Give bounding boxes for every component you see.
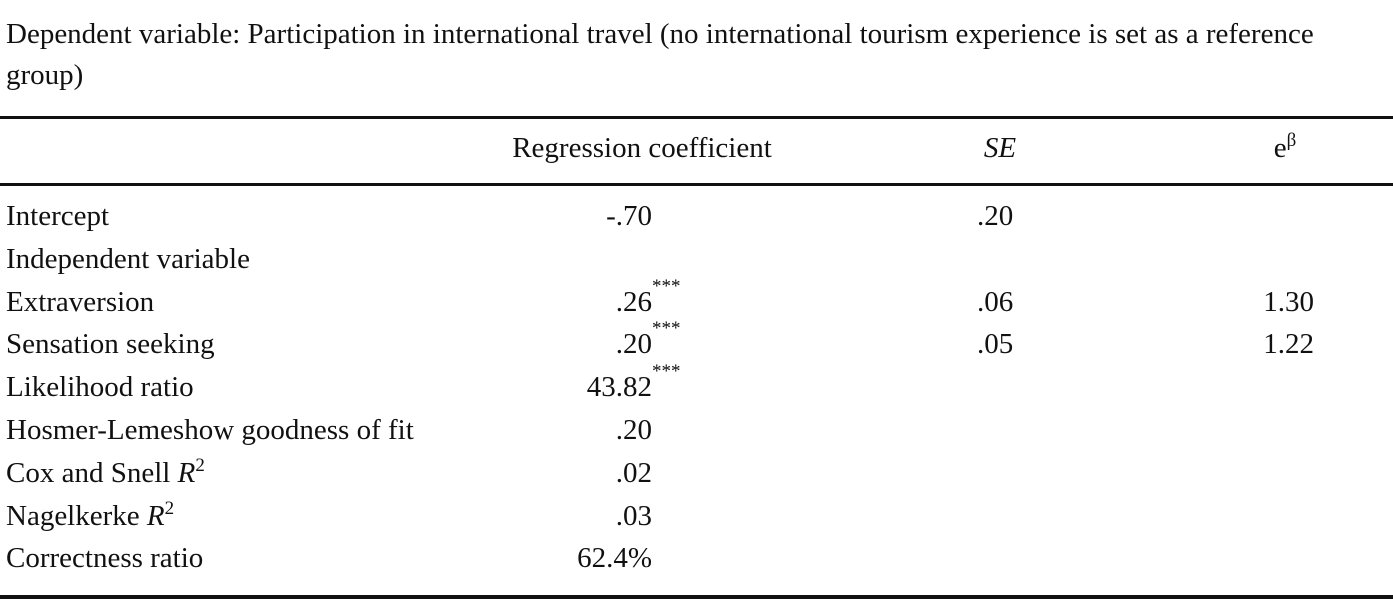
row-label: Cox and Snell R2 — [6, 452, 205, 494]
row-label: Intercept — [6, 195, 109, 237]
row-label: Sensation seeking — [6, 323, 215, 365]
header: eβ — [1273, 130, 1297, 164]
cell: -.70 — [606, 195, 652, 237]
header-cell: SE — [700, 127, 1300, 169]
label: Correctness ratio — [6, 542, 203, 574]
cell: .26 *** — [615, 277, 681, 318]
caption: Dependent variable: Participation in int… — [6, 18, 1314, 91]
label-text: Extraversion — [6, 285, 155, 318]
header: Regression coefficient — [512, 132, 772, 164]
top-rule — [0, 116, 1393, 119]
row-label: Extraversion — [6, 281, 154, 323]
header-cell: Regression coefficient — [342, 127, 942, 169]
cell: 1.30 — [1263, 286, 1314, 318]
cell: 43.82 *** — [586, 362, 681, 404]
label-text: Intercept — [6, 200, 110, 232]
label: Likelihood ratio — [6, 371, 194, 403]
cell: -.70 — [606, 200, 652, 232]
label: Sensation seeking — [6, 328, 215, 360]
cell: .20 — [616, 414, 652, 446]
label-text: Independent variable — [6, 242, 250, 275]
cell: 1.22 — [1263, 328, 1314, 360]
label: Intercept — [6, 200, 109, 232]
cell: 62.4% — [577, 537, 652, 579]
cell: .20 — [977, 200, 1013, 232]
header-cell: eβ — [985, 127, 1393, 169]
label-text: Cox and Snell — [6, 456, 178, 489]
label-sup: 2 — [164, 497, 175, 519]
label-italic: R — [146, 499, 165, 532]
cell: 1.22 — [1263, 323, 1314, 365]
cell-text: 1.22 — [1263, 328, 1314, 361]
header-sup: β — [1286, 130, 1297, 151]
cell-text: .20 — [977, 200, 1014, 232]
cell-text: .06 — [977, 285, 1014, 318]
row-label: Likelihood ratio — [6, 366, 194, 408]
label: Independent variable — [6, 243, 250, 275]
cell-text: .20 — [615, 414, 652, 446]
cell-sup: *** — [652, 318, 681, 340]
cell-text: .02 — [615, 456, 652, 489]
label: Cox and Snell R2 — [6, 454, 205, 489]
header-rule — [0, 183, 1393, 186]
cell-text: 43.82 — [586, 371, 652, 404]
label-text: Correctness ratio — [6, 542, 204, 575]
header-text: e — [1273, 132, 1287, 164]
cell: .06 — [977, 286, 1013, 318]
header: SE — [984, 132, 1016, 164]
cell-text: .26 — [615, 285, 652, 318]
cell: .03 — [616, 500, 652, 532]
label-text: Sensation seeking — [6, 328, 215, 361]
header-text: SE — [983, 132, 1017, 164]
cell: 43.82 *** — [586, 362, 681, 408]
row-label: Independent variable — [6, 238, 250, 280]
header-text: Regression coefficient — [512, 132, 772, 164]
label: Nagelkerke R2 — [6, 497, 175, 532]
bottom-rule — [0, 595, 1393, 599]
cell: .02 — [616, 457, 652, 489]
cell-text: .03 — [615, 499, 652, 532]
label-text: Nagelkerke — [6, 499, 147, 532]
cell: .05 — [977, 323, 1013, 365]
cell: .02 — [616, 452, 652, 494]
cell-text: -.70 — [606, 200, 652, 232]
cell: .06 — [977, 281, 1013, 323]
row-label: Correctness ratio — [6, 537, 203, 579]
cell: 62.4% — [577, 542, 652, 574]
cell-text: 62.4% — [577, 542, 652, 575]
label-text: Hosmer-Lemeshow goodness of fit — [6, 414, 414, 446]
cell: .20 — [616, 409, 652, 451]
row-label: Hosmer-Lemeshow goodness of fit — [6, 409, 414, 451]
cell-sup: *** — [652, 361, 681, 383]
cell: .26 *** — [615, 277, 681, 323]
row-label: Nagelkerke R2 — [6, 495, 174, 537]
cell-sup: *** — [652, 275, 681, 297]
label-text: Likelihood ratio — [6, 371, 194, 404]
cell: .03 — [616, 495, 652, 537]
cell: 1.30 — [1263, 281, 1314, 323]
label: Hosmer-Lemeshow goodness of fit — [6, 414, 414, 446]
label-italic: R — [177, 456, 196, 489]
cell: .20 *** — [615, 319, 681, 361]
label-sup: 2 — [195, 454, 205, 476]
label: Extraversion — [6, 286, 154, 318]
cell: .20 — [977, 195, 1013, 237]
cell-text: .05 — [977, 328, 1014, 361]
cell-text: 1.30 — [1263, 285, 1314, 318]
cell-text: .20 — [615, 328, 652, 361]
cell: .05 — [977, 328, 1013, 360]
cell: .20 *** — [615, 319, 681, 365]
